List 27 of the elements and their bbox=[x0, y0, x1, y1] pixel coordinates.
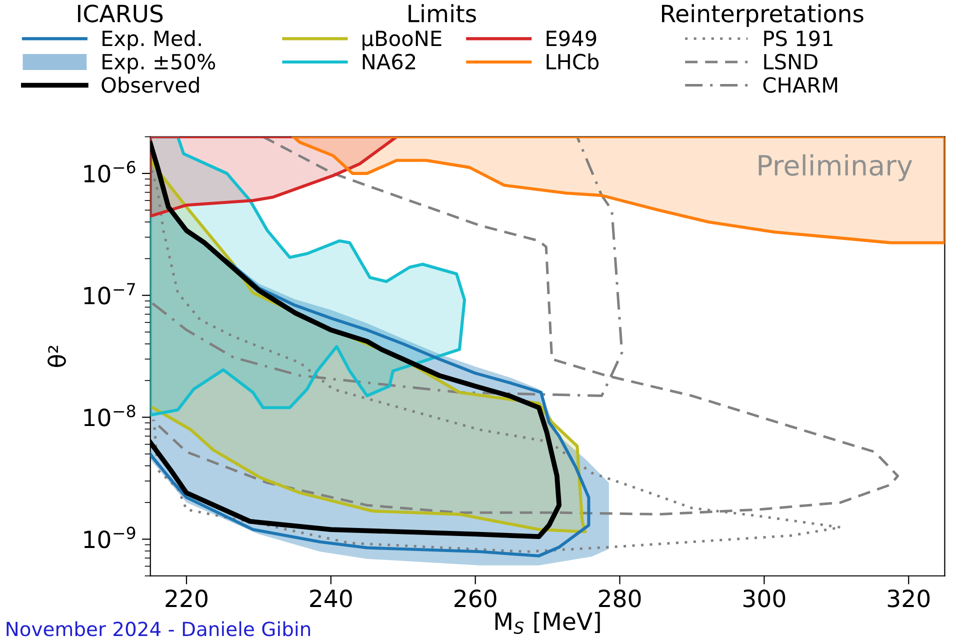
legend-label: Exp. Med. bbox=[102, 30, 201, 50]
y-tick-label: 10$^{−6}$ bbox=[84, 160, 136, 183]
legend-label: NA62 bbox=[362, 54, 416, 70]
x-tick-label: 320 bbox=[888, 589, 930, 608]
legend-label: Observed bbox=[102, 76, 199, 93]
y-axis-title: θ² bbox=[48, 346, 66, 367]
legend-label: E949 bbox=[546, 30, 596, 46]
legend-label: CHARM bbox=[763, 77, 838, 93]
text: November 2024 - Daniele Gibin bbox=[6, 621, 310, 636]
x-tick-label: 280 bbox=[598, 589, 641, 608]
x-tick-label: 220 bbox=[166, 589, 208, 608]
legend-label: PS 191 bbox=[764, 30, 832, 46]
annotation: Preliminary bbox=[758, 154, 912, 182]
text: Limits bbox=[408, 4, 476, 22]
legend-label: LSND bbox=[764, 54, 818, 70]
y-tick-label: 10$^{−7}$ bbox=[84, 283, 135, 304]
text: Reinterpretations bbox=[662, 4, 864, 28]
y-tick-label: 10$^{−8}$ bbox=[84, 404, 136, 426]
legend-label: LHCb bbox=[546, 53, 599, 70]
text: ICARUS bbox=[78, 4, 163, 22]
legend-label: µBooNE bbox=[362, 30, 442, 50]
x-axis-title: M$_{S}$ [MeV] bbox=[495, 612, 600, 634]
x-tick-label: 300 bbox=[743, 589, 786, 608]
x-tick-label: 240 bbox=[310, 589, 352, 608]
x-tick-label: 260 bbox=[454, 589, 496, 608]
y-tick-label: 10$^{−9}$ bbox=[84, 526, 136, 548]
legend-label: Exp. ±50% bbox=[102, 54, 216, 74]
